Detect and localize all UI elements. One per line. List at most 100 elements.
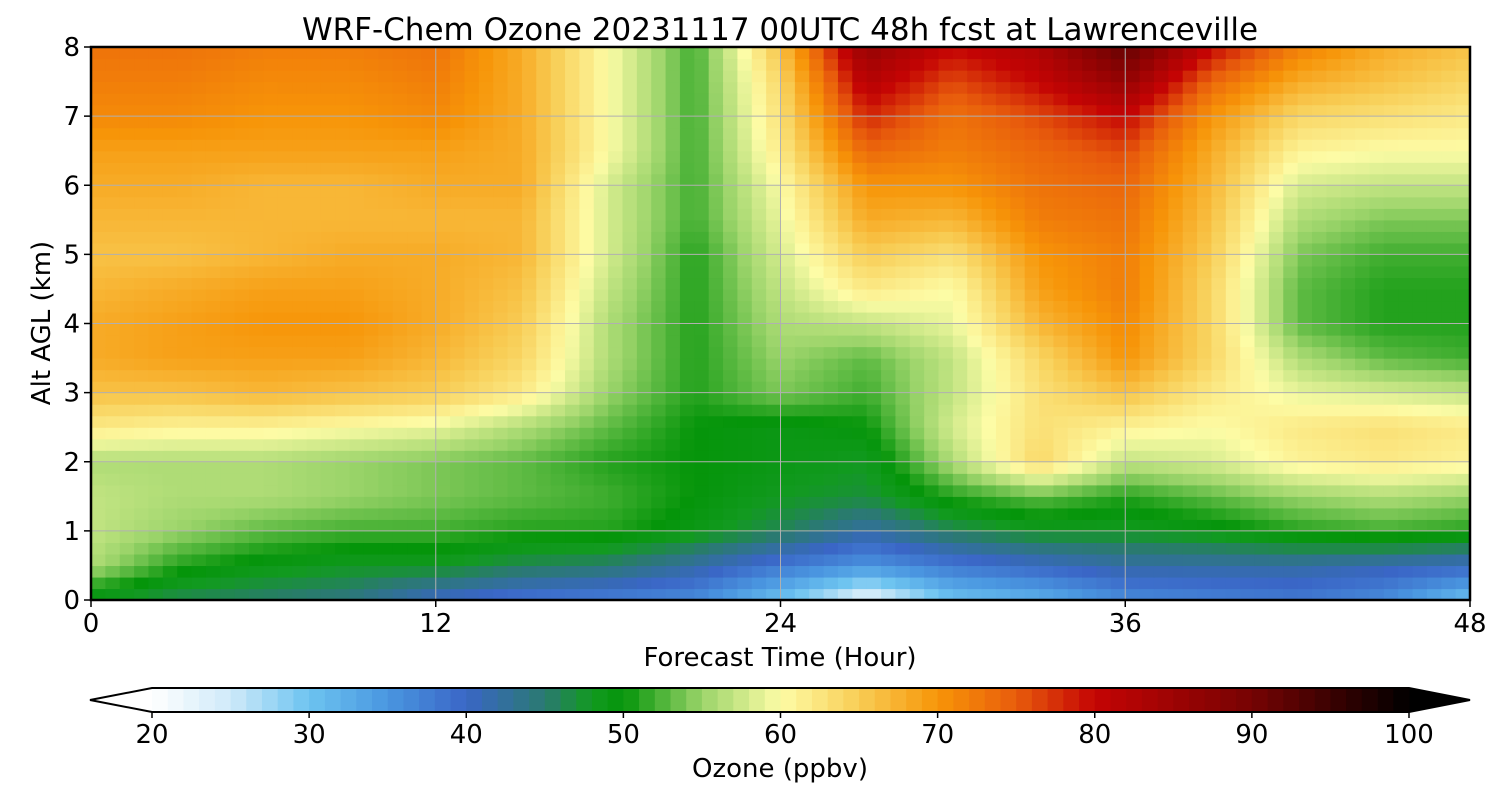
heatmap-cell (1153, 93, 1169, 106)
heatmap-cell (464, 427, 480, 440)
heatmap-cell (1096, 70, 1112, 83)
heatmap-cell (1441, 542, 1457, 555)
heatmap-cell (1340, 484, 1356, 497)
heatmap-cell (421, 404, 437, 417)
heatmap-cell (363, 507, 379, 520)
heatmap-cell (565, 254, 580, 267)
heatmap-cell (450, 242, 466, 255)
heatmap-cell (1426, 450, 1442, 463)
heatmap-cell (679, 519, 695, 532)
heatmap-cell (1024, 104, 1040, 117)
heatmap-cell (766, 231, 782, 244)
heatmap-cell (392, 565, 408, 578)
heatmap-cell (751, 369, 767, 382)
heatmap-cell (292, 484, 308, 497)
heatmap-cell (1197, 104, 1213, 117)
heatmap-cell (1168, 553, 1184, 567)
heatmap-cell (1024, 507, 1040, 520)
heatmap-cell (837, 58, 853, 71)
heatmap-cell (1326, 346, 1342, 359)
heatmap-cell (91, 162, 106, 175)
heatmap-cell (349, 404, 365, 417)
heatmap-cell (837, 392, 853, 405)
heatmap-cell (1096, 277, 1112, 290)
heatmap-cell (177, 254, 193, 267)
heatmap-cell (450, 496, 466, 509)
heatmap-cell (967, 265, 983, 279)
heatmap-cell (579, 185, 595, 198)
heatmap-cell (981, 542, 997, 555)
heatmap-cell (1225, 392, 1241, 405)
heatmap-cell (1254, 219, 1270, 232)
heatmap-cell (378, 484, 394, 497)
heatmap-cell (909, 81, 925, 94)
heatmap-cell (780, 116, 796, 129)
heatmap-cell (335, 519, 351, 532)
heatmap-cell (1096, 288, 1112, 302)
heatmap-cell (723, 473, 738, 486)
heatmap-cell (1455, 392, 1470, 405)
heatmap-cell (1039, 369, 1055, 382)
heatmap-cell (148, 139, 164, 152)
heatmap-cell (565, 93, 580, 106)
heatmap-cell (909, 277, 925, 290)
heatmap-cell (349, 139, 365, 152)
heatmap-cell (407, 507, 422, 520)
heatmap-cell (679, 438, 695, 451)
heatmap-cell (708, 392, 724, 405)
heatmap-cell (837, 404, 853, 417)
heatmap-cell (1398, 127, 1414, 140)
heatmap-cell (780, 530, 796, 543)
heatmap-cell (407, 265, 422, 279)
heatmap-cell (651, 392, 667, 405)
heatmap-cell (895, 219, 911, 232)
heatmap-cell (1024, 242, 1040, 255)
heatmap-cell (1426, 173, 1442, 186)
heatmap-cell (464, 450, 480, 463)
heatmap-cell (981, 162, 997, 175)
heatmap-cell (148, 427, 164, 440)
heatmap-cell (349, 369, 365, 382)
heatmap-cell (1082, 116, 1098, 129)
heatmap-cell (1182, 323, 1198, 336)
heatmap-cell (1412, 530, 1428, 543)
heatmap-cell (1067, 311, 1083, 325)
heatmap-cell (392, 576, 408, 590)
heatmap-cell (1340, 530, 1356, 543)
heatmap-cell (608, 288, 624, 302)
heatmap-cell (1412, 450, 1428, 463)
heatmap-cell (981, 150, 997, 163)
heatmap-cell (493, 185, 509, 198)
heatmap-cell (780, 335, 796, 348)
heatmap-cell (1340, 265, 1356, 279)
heatmap-cell (1283, 150, 1299, 163)
heatmap-cell (1441, 358, 1457, 371)
heatmap-cell (1455, 530, 1470, 543)
heatmap-cell (550, 47, 566, 60)
heatmap-cell (464, 150, 480, 163)
heatmap-cell (579, 58, 595, 71)
heatmap-cell (1426, 185, 1442, 198)
heatmap-cell (737, 254, 753, 267)
heatmap-cell (593, 311, 609, 325)
heatmap-cell (162, 300, 178, 313)
heatmap-cell (349, 346, 365, 359)
heatmap-cell (1412, 369, 1428, 382)
heatmap-cell (205, 58, 221, 71)
heatmap-cell (1383, 104, 1399, 117)
heatmap-cell (493, 47, 509, 60)
heatmap-cell (1182, 358, 1198, 371)
heatmap-cell (651, 404, 667, 417)
heatmap-cell (895, 484, 911, 497)
heatmap-cell (1240, 104, 1256, 117)
heatmap-cell (1412, 70, 1428, 83)
heatmap-cell (306, 530, 322, 543)
heatmap-cell (1211, 565, 1227, 578)
heatmap-cell (837, 484, 853, 497)
heatmap-cell (1254, 542, 1270, 555)
heatmap-cell (450, 346, 466, 359)
heatmap-cell (995, 553, 1011, 567)
heatmap-cell (809, 565, 825, 578)
heatmap-cell (378, 208, 394, 221)
heatmap-cell (507, 58, 523, 71)
